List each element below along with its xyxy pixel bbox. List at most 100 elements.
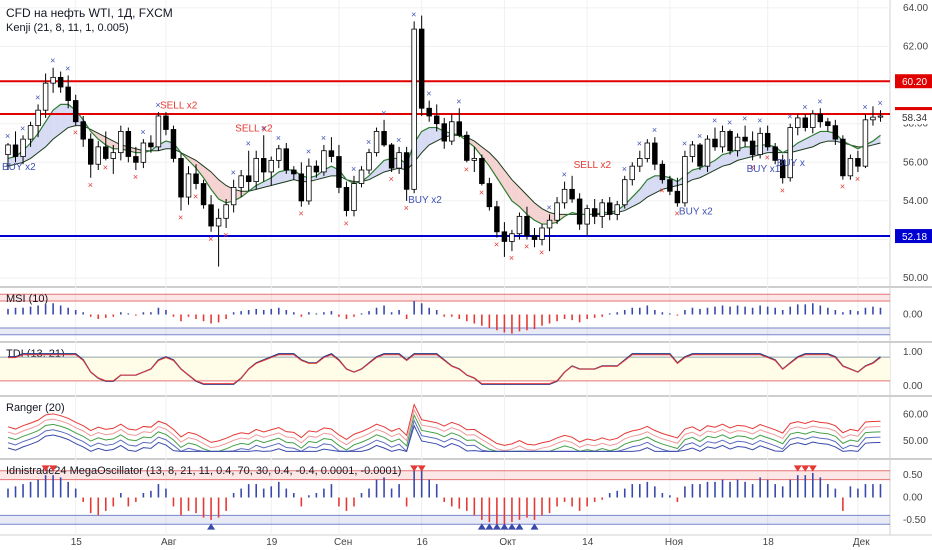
price-tick-label: 50.00 bbox=[903, 273, 928, 284]
candle-body bbox=[260, 158, 267, 173]
kenji-cloud-segment bbox=[534, 202, 543, 225]
price-tag-label: 58.34 bbox=[902, 113, 927, 124]
candle-body bbox=[494, 206, 500, 233]
pane-tick-label: 0.00 bbox=[903, 310, 923, 321]
kenji-cloud-segment bbox=[263, 177, 272, 188]
buy-marker: × bbox=[261, 123, 266, 133]
kenji-cloud-segment bbox=[376, 160, 385, 176]
sell-marker: × bbox=[674, 209, 679, 219]
kenji-cloud-segment bbox=[316, 170, 324, 180]
sell-marker: × bbox=[780, 186, 785, 196]
candle-body bbox=[825, 121, 831, 127]
pane-title: MSI (10) bbox=[6, 293, 48, 305]
buy-marker: × bbox=[697, 131, 702, 141]
signal-label: BUY x2 bbox=[408, 195, 442, 206]
candle-body bbox=[381, 131, 387, 146]
sell-marker: × bbox=[208, 234, 213, 244]
signal-label: BUY x2 bbox=[2, 162, 36, 173]
buy-marker: × bbox=[65, 63, 70, 73]
candle-body bbox=[118, 131, 124, 154]
sell-marker: × bbox=[750, 162, 755, 172]
candle-body bbox=[155, 115, 162, 148]
kenji-cloud-segment bbox=[820, 131, 828, 143]
candle-body bbox=[88, 138, 94, 165]
time-tick-label: 19 bbox=[266, 537, 278, 548]
kenji-cloud-segment bbox=[23, 143, 31, 163]
candle-body bbox=[697, 144, 703, 167]
sell-marker: × bbox=[103, 162, 108, 172]
price-tag bbox=[895, 74, 932, 89]
sell-marker: × bbox=[389, 174, 394, 184]
candle-body bbox=[682, 156, 688, 204]
candle-body bbox=[358, 169, 365, 184]
sell-marker: × bbox=[133, 172, 138, 182]
time-tick-label: 18 bbox=[763, 537, 775, 548]
buy-marker: × bbox=[622, 164, 627, 174]
candle-body bbox=[336, 156, 342, 188]
kenji-cloud-segment bbox=[812, 131, 821, 147]
buy-marker: × bbox=[155, 100, 160, 110]
buy-marker: × bbox=[381, 108, 386, 118]
buy-marker: × bbox=[231, 168, 236, 178]
candle-body bbox=[637, 158, 643, 167]
candle-body bbox=[757, 132, 763, 155]
candle-body bbox=[802, 117, 808, 128]
candle-body bbox=[674, 190, 681, 204]
candle-body bbox=[193, 173, 199, 184]
kenji-cloud-segment bbox=[158, 141, 166, 151]
sell-marker: × bbox=[840, 182, 845, 192]
time-tick-label: 16 bbox=[417, 537, 429, 548]
tdi-signal-line bbox=[8, 354, 881, 385]
candle-body bbox=[163, 115, 169, 130]
buy-marker: × bbox=[276, 133, 281, 143]
candle-body bbox=[847, 158, 854, 177]
kenji-cloud-segment bbox=[60, 104, 69, 134]
kenji-cloud-segment bbox=[369, 168, 377, 180]
price-tag bbox=[895, 229, 932, 244]
candle-body bbox=[704, 138, 711, 167]
candle-body bbox=[418, 28, 425, 109]
buy-marker: × bbox=[877, 98, 882, 108]
sell-marker: × bbox=[223, 230, 228, 240]
candle-body bbox=[449, 121, 455, 142]
buy-marker: × bbox=[787, 112, 792, 122]
pane-tick-label: 1.00 bbox=[903, 347, 923, 358]
kenji-cloud-segment bbox=[278, 170, 287, 184]
pane-title: Ranger (20) bbox=[6, 402, 65, 414]
candle-body bbox=[283, 148, 290, 171]
candle-body bbox=[298, 173, 305, 202]
kenji-cloud-segment bbox=[105, 137, 114, 149]
candle-body bbox=[441, 123, 447, 142]
sell-triangle bbox=[801, 465, 810, 472]
sell-marker: × bbox=[539, 247, 544, 257]
candle-body bbox=[12, 144, 19, 157]
candle-body bbox=[223, 204, 229, 219]
buy-marker: × bbox=[366, 137, 371, 147]
kenji-cloud-segment bbox=[654, 175, 663, 194]
pane-tick-label: 0.50 bbox=[903, 470, 923, 481]
buy-marker: × bbox=[20, 123, 25, 133]
price-tick-label: 58.00 bbox=[903, 119, 928, 130]
candle-body bbox=[456, 121, 463, 136]
kenji-cloud-segment bbox=[211, 171, 219, 199]
kenji-cloud-segment bbox=[647, 175, 655, 198]
candle-body bbox=[230, 187, 237, 206]
kenji-cloud-segment bbox=[639, 179, 648, 203]
ranger-band-line bbox=[7, 403, 881, 446]
kenji-cloud-segment bbox=[872, 135, 881, 145]
buy-marker: × bbox=[35, 92, 40, 102]
candle-body bbox=[689, 144, 696, 157]
candle-body bbox=[403, 152, 410, 190]
candle-body bbox=[877, 115, 884, 118]
candle-body bbox=[531, 235, 538, 240]
kenji-cloud-segment bbox=[519, 187, 527, 215]
candle-body bbox=[501, 231, 508, 242]
candle-body bbox=[103, 146, 109, 159]
buy-marker: × bbox=[321, 133, 326, 143]
buy-triangle bbox=[492, 523, 501, 530]
buy-marker: × bbox=[411, 9, 416, 19]
kenji-cloud-segment bbox=[30, 133, 39, 159]
candle-body bbox=[388, 144, 395, 169]
